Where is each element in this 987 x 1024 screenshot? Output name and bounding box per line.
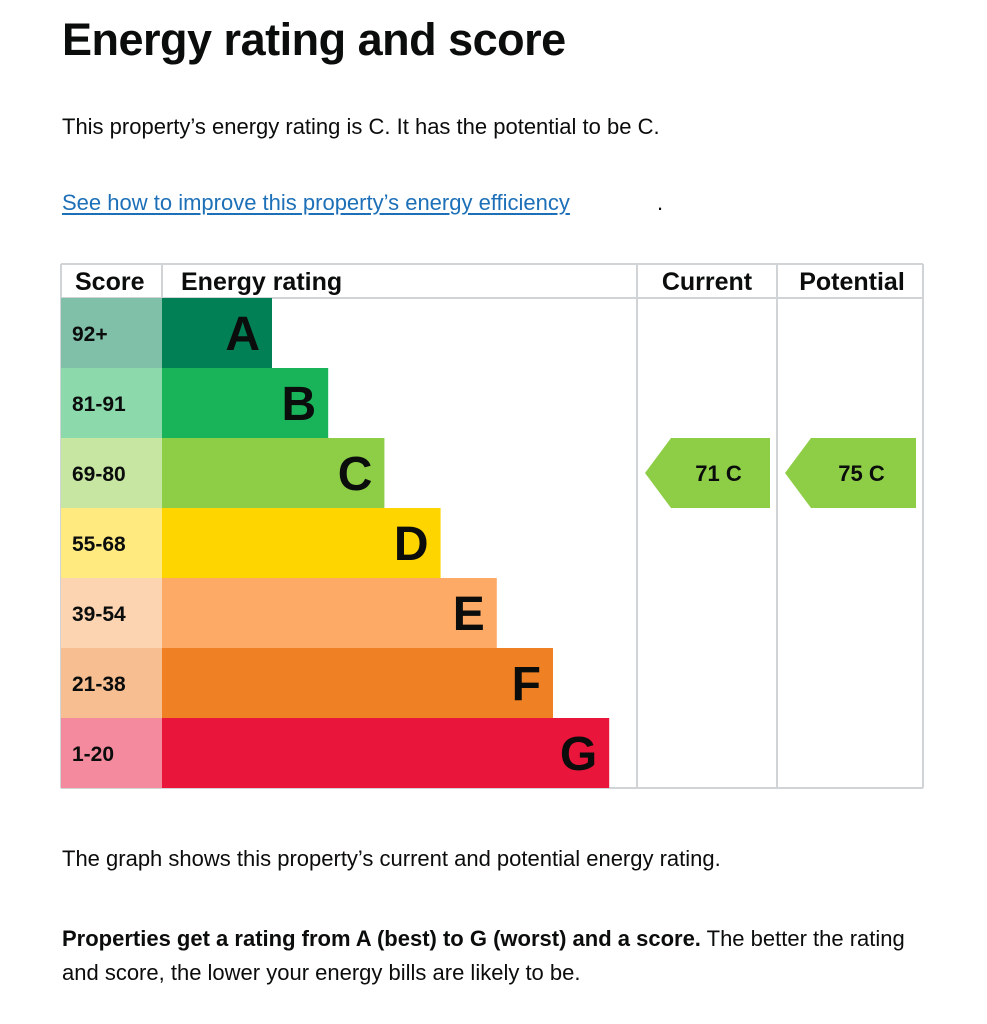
band-bar-f [162,648,553,718]
score-label-f: 21-38 [72,673,126,696]
band-letter-a: A [225,308,260,361]
band-bar-a [162,298,272,368]
band-bar-c [162,438,385,508]
band-letter-d: D [394,518,429,571]
score-cell-d [61,508,162,578]
band-letter-b: B [282,378,317,431]
score-cell-a [61,298,162,368]
score-cell-b [61,368,162,438]
score-label-b: 81-91 [72,393,126,416]
potential-arrow [785,438,916,508]
band-letter-e: E [453,588,485,641]
improve-efficiency-link[interactable]: See how to improve this property’s energ… [62,190,570,215]
score-label-g: 1-20 [72,743,114,766]
rating-bands: 92+ A 81-91 B 69-80 C 55-68 D 39-54 E 21-38 F 1-20 G [61,298,610,788]
band-letter-c: C [338,448,373,501]
potential-rating-label: 75 C [838,461,885,486]
score-label-c: 69-80 [72,463,126,486]
score-cell-f [61,648,162,718]
score-label-a: 92+ [72,323,108,346]
rating-explanation: Properties get a rating from A (best) to… [62,922,942,990]
header-current: Current [662,268,753,296]
band-bar-g [162,718,610,788]
rating-summary: This property’s energy rating is C. It h… [62,114,660,139]
score-cell-e [61,578,162,648]
explanation-bold: Properties get a rating from A (best) to… [62,926,701,951]
score-label-d: 55-68 [72,533,126,556]
band-letter-f: F [512,658,541,711]
current-arrow [645,438,770,508]
page-title: Energy rating and score [62,14,566,65]
explanation-text: The better the rating and score, the low… [62,926,905,985]
score-cell-c [61,438,162,508]
header-score: Score [75,268,145,296]
graph-caption: The graph shows this property’s current … [62,846,721,871]
header-energy-rating: Energy rating [181,268,342,296]
band-bar-d [162,508,441,578]
header-potential: Potential [799,268,905,296]
energy-rating-chart: Score Energy rating Current Potential 92… [60,263,924,789]
current-rating-label: 71 C [695,461,742,486]
link-full-stop: . [657,190,664,215]
band-bar-e [162,578,497,648]
score-cell-g [61,718,162,788]
score-label-e: 39-54 [72,603,126,626]
band-bar-b [162,368,329,438]
rating-arrows: 71 C 75 C [645,438,916,508]
band-letter-g: G [560,728,597,781]
